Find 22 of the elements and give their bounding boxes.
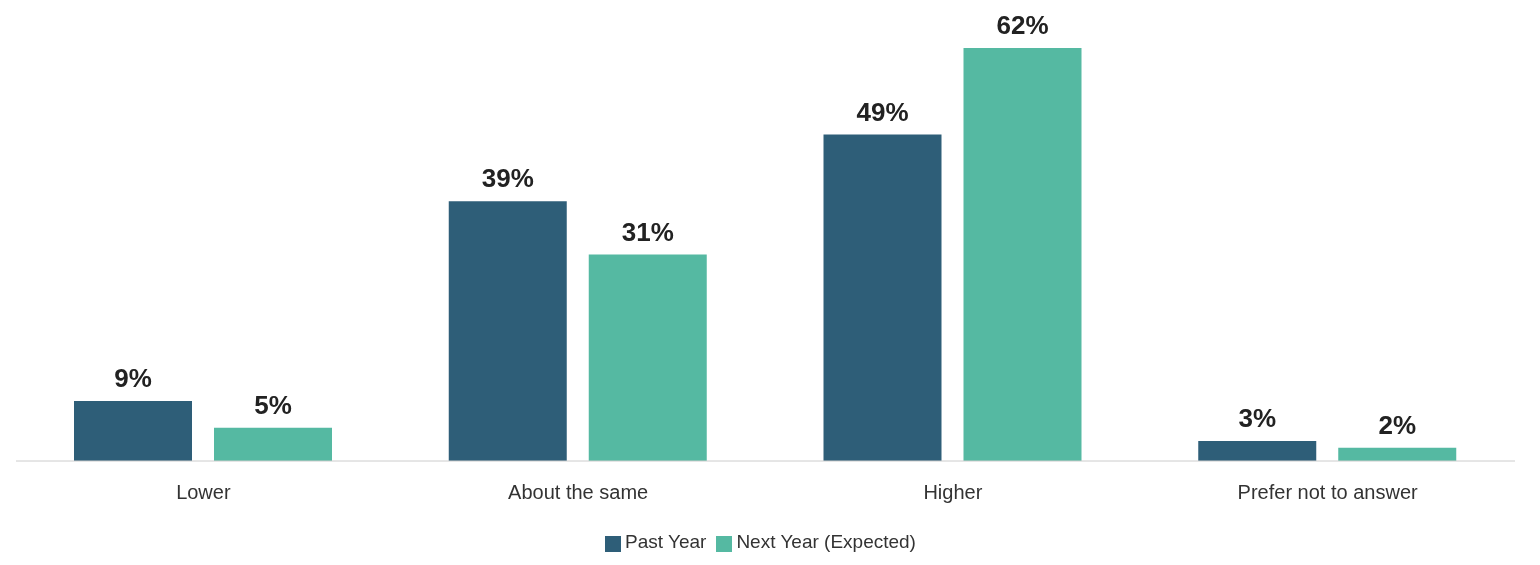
legend-label: Next Year (Expected)	[736, 531, 916, 552]
legend-label: Past Year	[625, 531, 707, 552]
x-tick-label: Higher	[923, 481, 983, 504]
data-label: 3%	[1238, 403, 1277, 434]
x-tick-label: Prefer not to answer	[1237, 481, 1419, 504]
x-tick-label: About the same	[508, 481, 649, 504]
data-label: 31%	[621, 216, 674, 247]
bar	[823, 134, 942, 461]
bar	[963, 48, 1082, 461]
bar	[74, 401, 192, 461]
bar	[588, 254, 707, 461]
bar	[214, 427, 332, 461]
data-label: 2%	[1378, 409, 1417, 440]
bar	[1338, 447, 1457, 461]
data-label: 49%	[856, 96, 909, 127]
bar	[1198, 441, 1317, 461]
data-label: 5%	[254, 389, 292, 420]
data-label: 39%	[481, 163, 534, 194]
data-label: 62%	[996, 10, 1049, 40]
data-label: 9%	[114, 363, 152, 394]
bar	[448, 201, 567, 461]
x-tick-label: Lower	[176, 481, 231, 504]
